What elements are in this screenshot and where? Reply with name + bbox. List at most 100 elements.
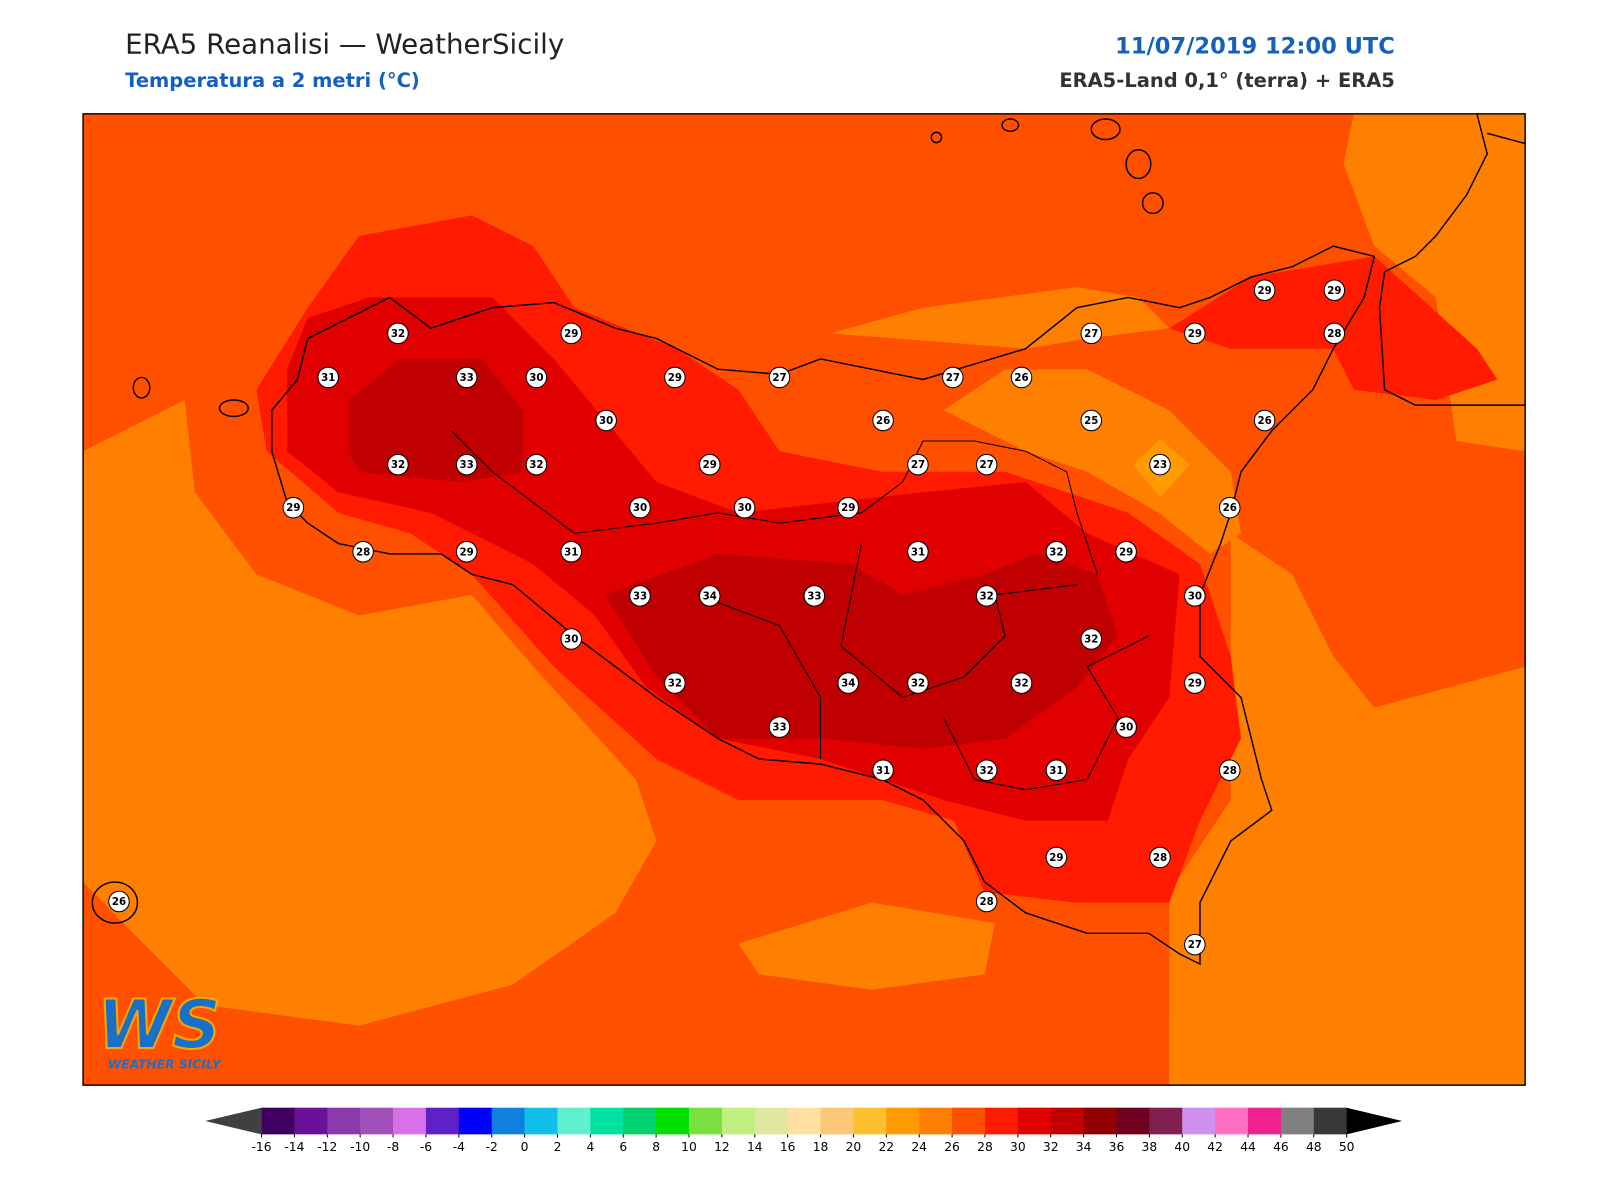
logo: WS WEATHER SICILY [96, 984, 221, 1072]
station: 29 [837, 496, 859, 519]
station-value: 33 [807, 590, 821, 602]
station: 28 [1218, 759, 1241, 782]
colorbar-box [754, 1107, 789, 1135]
station: 25 [1080, 409, 1103, 432]
station: 27 [1184, 933, 1206, 956]
station: 29 [698, 453, 721, 476]
station-value: 33 [460, 459, 474, 471]
station-marker [352, 541, 374, 563]
station-value: 28 [1223, 765, 1237, 777]
station-marker [698, 585, 721, 607]
colorbar-box [1215, 1107, 1249, 1135]
title: ERA5 Reanalisi — WeatherSicily [125, 27, 564, 60]
colorbar-tick-label: 40 [1174, 1140, 1190, 1154]
station-value: 27 [946, 372, 960, 384]
station-value: 27 [911, 459, 925, 471]
station-marker [560, 628, 583, 650]
station-value: 27 [1084, 328, 1098, 340]
station: 32 [907, 672, 929, 694]
station-value: 27 [1188, 939, 1202, 951]
station-marker [1323, 322, 1346, 345]
station-marker [975, 585, 998, 607]
station: 31 [560, 541, 583, 563]
station-marker [733, 496, 756, 519]
colorbar-box [919, 1107, 953, 1135]
colorbar-box [1280, 1107, 1315, 1135]
station-value: 29 [564, 328, 578, 340]
station-marker [1184, 672, 1206, 694]
station: 29 [1045, 846, 1068, 869]
colorbar-box [820, 1107, 854, 1135]
coastline [91, 113, 1526, 966]
colorbar-tick-label: 10 [681, 1140, 697, 1154]
station: 26 [108, 890, 130, 913]
datetime: 11/07/2019 12:00 UTC [1115, 33, 1395, 59]
station-value: 29 [1257, 285, 1271, 297]
station: 28 [352, 541, 374, 563]
station: 27 [907, 453, 929, 476]
station-value: 33 [772, 722, 786, 734]
station-value: 32 [980, 765, 994, 777]
colorbar-box [261, 1107, 295, 1135]
station: 29 [1323, 279, 1346, 302]
colorbar-tick-label: 26 [944, 1140, 960, 1154]
station-marker [525, 453, 548, 476]
station-marker [1253, 409, 1276, 432]
station: 33 [455, 453, 478, 476]
station-value: 29 [668, 372, 682, 384]
colorbar-tick-label: 50 [1339, 1140, 1355, 1154]
station-marker [837, 672, 859, 694]
field-32 [348, 358, 524, 483]
colorbar-box [590, 1107, 624, 1135]
station-value: 31 [564, 546, 578, 558]
station-marker [1045, 541, 1068, 563]
station-marker [1218, 759, 1241, 782]
station-marker [975, 759, 998, 782]
station-value: 32 [1014, 678, 1028, 690]
station-marker [560, 322, 583, 345]
station-marker [1184, 585, 1206, 607]
station-value: 27 [980, 459, 994, 471]
station-value: 34 [703, 590, 717, 602]
colorbar-tick-label: -14 [284, 1140, 304, 1154]
station-marker [317, 366, 339, 389]
station-value: 29 [460, 546, 474, 558]
station: 32 [975, 759, 998, 782]
colorbar-tick-label: 24 [911, 1140, 927, 1154]
station-marker [1323, 279, 1346, 302]
logo-mark: WS [97, 985, 220, 1064]
field-24 [83, 399, 657, 1026]
station-value: 25 [1084, 415, 1098, 427]
colorbar-box [689, 1107, 723, 1135]
station: 32 [1045, 541, 1068, 563]
colorbar-box [787, 1107, 822, 1135]
map-frame [82, 113, 1526, 1086]
station-marker [455, 366, 478, 389]
station-marker [282, 496, 305, 519]
colorbar-under [205, 1107, 262, 1135]
station: 32 [1010, 672, 1033, 694]
station-marker [768, 716, 791, 738]
station-value: 32 [391, 459, 405, 471]
colorbar-tick-label: 30 [1010, 1140, 1026, 1154]
station-marker [1149, 453, 1171, 476]
station-marker [1080, 322, 1103, 345]
station-value: 30 [1119, 722, 1133, 734]
colorbar-tick-label: 2 [554, 1140, 562, 1154]
colorbar-box [524, 1107, 558, 1135]
station-value: 32 [1049, 546, 1063, 558]
station: 29 [1184, 672, 1206, 694]
colorbar-box [360, 1107, 394, 1135]
station: 30 [560, 628, 583, 650]
station-value: 28 [356, 546, 370, 558]
colorbar-tick-label: 32 [1043, 1140, 1059, 1154]
colorbar-tick-label: 12 [714, 1140, 730, 1154]
station-marker [108, 890, 130, 913]
colorbar-tick-label: 18 [813, 1140, 829, 1154]
station-marker [387, 322, 409, 345]
colorbar-tick-label: -4 [453, 1140, 465, 1154]
colorbar-tick-label: -16 [251, 1140, 271, 1154]
station: 29 [664, 366, 686, 389]
station: 28 [1149, 846, 1171, 869]
station: 27 [1080, 322, 1103, 345]
